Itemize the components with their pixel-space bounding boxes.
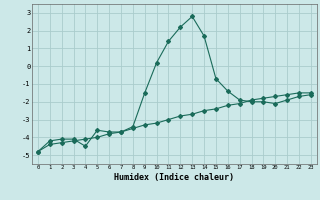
X-axis label: Humidex (Indice chaleur): Humidex (Indice chaleur) [115,173,234,182]
